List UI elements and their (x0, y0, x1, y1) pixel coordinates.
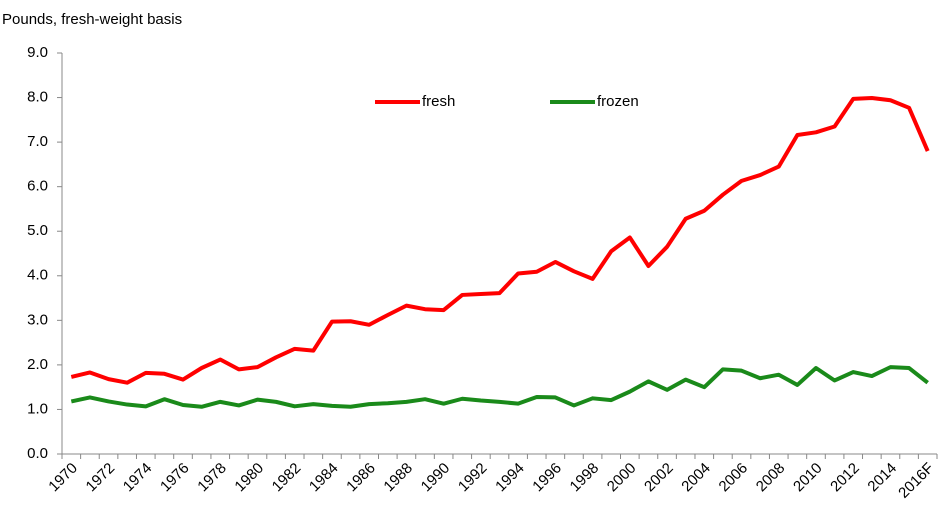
x-tick-label: 2008 (753, 460, 789, 496)
y-tick-label: 2.0 (27, 356, 48, 373)
x-tick-label: 1980 (231, 460, 267, 496)
x-tick-label: 1996 (529, 460, 565, 496)
y-tick-label: 8.0 (27, 89, 48, 106)
x-tick-label: 1982 (269, 460, 305, 496)
x-tick-label: 1992 (455, 460, 491, 496)
legend-label: frozen (597, 93, 639, 110)
x-tick-label: 2006 (716, 460, 752, 496)
y-tick-label: 1.0 (27, 400, 48, 417)
x-tick-label: 1978 (194, 460, 230, 496)
y-tick-label: 3.0 (27, 311, 48, 328)
x-tick-label: 1976 (157, 460, 193, 496)
line-series (70, 365, 929, 409)
x-tick-label: 2004 (678, 460, 714, 496)
x-tick-label: 1986 (343, 460, 379, 496)
x-tick-label: 1988 (380, 460, 416, 496)
x-tick-label: 1990 (418, 460, 454, 496)
y-tick-label: 5.0 (27, 222, 48, 239)
x-tick-label: 2012 (827, 460, 863, 496)
y-tick-label: 0.0 (27, 445, 48, 462)
x-tick-label: 2000 (604, 460, 640, 496)
y-tick-label: 7.0 (27, 133, 48, 150)
x-tick-label: 1984 (306, 460, 342, 496)
x-tick-label: 1994 (492, 460, 528, 496)
y-tick-label: 4.0 (27, 267, 48, 284)
x-tick-label: 1970 (45, 460, 81, 496)
x-tick-label: 1998 (567, 460, 603, 496)
x-tick-label: 2002 (641, 460, 677, 496)
x-tick-label: 2010 (790, 460, 826, 496)
x-tick-label: 1974 (120, 460, 156, 496)
y-axis-label: Pounds, fresh-weight basis (2, 11, 182, 28)
y-tick-label: 6.0 (27, 178, 48, 195)
x-tick-label: 2016F (895, 460, 937, 502)
y-tick-label: 9.0 (27, 44, 48, 61)
x-tick-label: 1972 (83, 460, 119, 496)
legend-label: fresh (422, 93, 455, 110)
line-series (70, 96, 930, 385)
